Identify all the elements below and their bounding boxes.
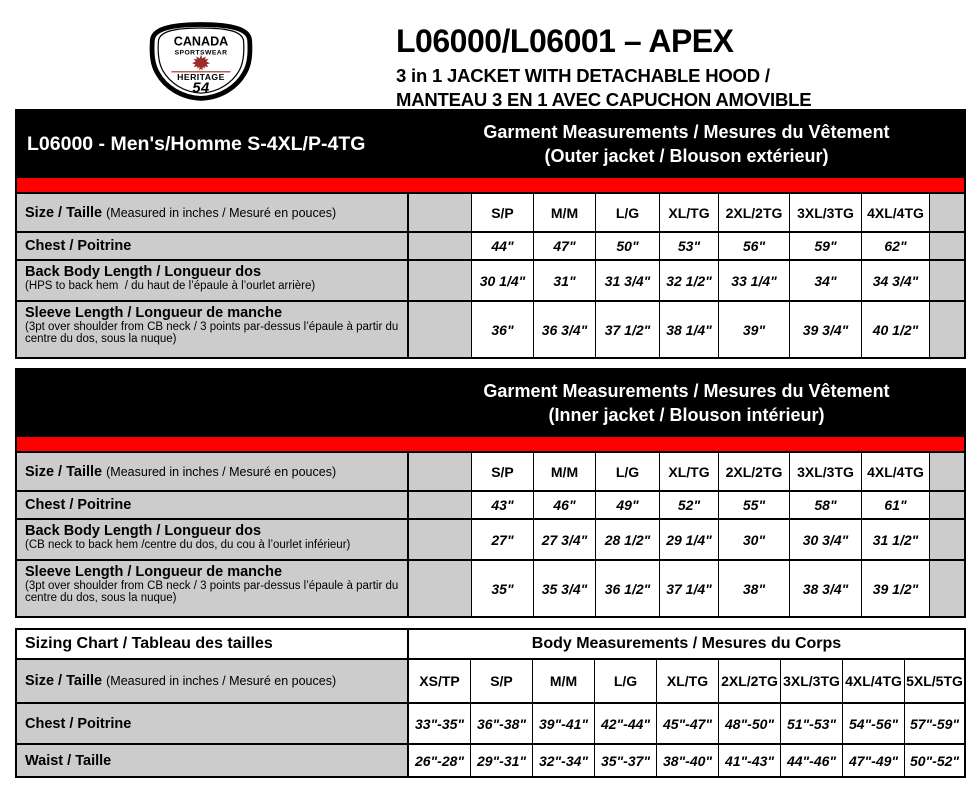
svg-text:CANADA: CANADA	[174, 34, 229, 48]
svg-text:54: 54	[192, 81, 209, 97]
